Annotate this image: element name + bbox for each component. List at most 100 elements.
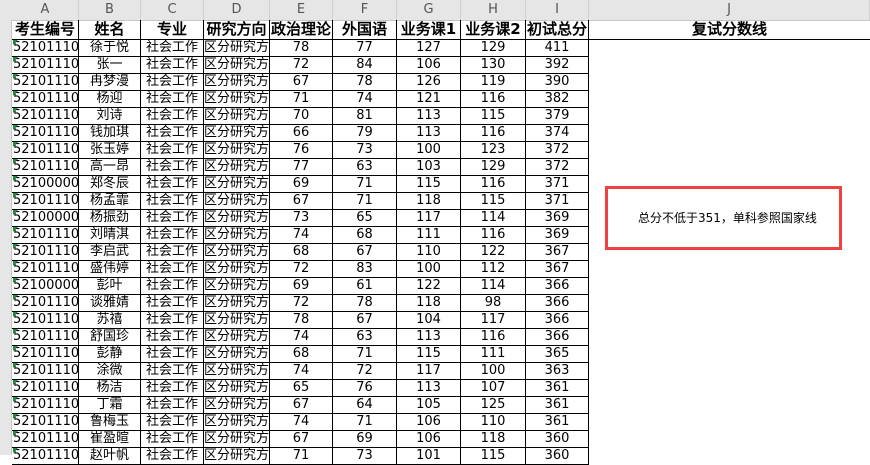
table-cell[interactable]: 106 — [397, 57, 461, 74]
table-cell[interactable]: 鲁梅玉 — [79, 414, 141, 431]
table-cell[interactable]: 社会工作 — [141, 244, 204, 261]
table-cell[interactable]: 冉梦漫 — [79, 74, 141, 91]
table-cell[interactable]: 113 — [397, 329, 461, 346]
table-cell[interactable]: 83 — [333, 261, 397, 278]
table-cell[interactable]: 78 — [333, 295, 397, 312]
table-cell[interactable]: 区分研究方 — [204, 159, 270, 176]
table-cell[interactable]: 521011106 — [12, 431, 79, 448]
table-cell[interactable]: 390 — [526, 74, 589, 91]
column-header-B[interactable]: B — [79, 0, 141, 20]
table-cell[interactable]: 71 — [270, 91, 333, 108]
table-cell[interactable]: 盛伟婷 — [79, 261, 141, 278]
column-header-F[interactable]: F — [333, 0, 397, 20]
table-cell[interactable]: 107 — [461, 380, 526, 397]
table-cell[interactable]: 369 — [526, 227, 589, 244]
table-cell[interactable]: 129 — [461, 159, 526, 176]
table-cell[interactable]: 彭静 — [79, 346, 141, 363]
table-cell[interactable]: 彭叶 — [79, 278, 141, 295]
table-cell[interactable]: 78 — [333, 74, 397, 91]
retest-score-line-header[interactable]: 复试分数线 — [589, 20, 870, 40]
table-cell[interactable]: 111 — [461, 346, 526, 363]
table-cell[interactable]: 社会工作 — [141, 448, 204, 465]
table-cell[interactable]: 521011106 — [12, 108, 79, 125]
table-cell[interactable]: 70 — [270, 108, 333, 125]
table-cell[interactable]: 71 — [333, 176, 397, 193]
table-cell[interactable]: 区分研究方 — [204, 261, 270, 278]
table-cell[interactable]: 社会工作 — [141, 397, 204, 414]
table-cell[interactable]: 110 — [397, 244, 461, 261]
table-cell[interactable]: 区分研究方 — [204, 142, 270, 159]
table-cell[interactable]: 77 — [270, 159, 333, 176]
table-cell[interactable]: 社会工作 — [141, 40, 204, 57]
table-cell[interactable]: 105 — [397, 397, 461, 414]
table-cell[interactable]: 123 — [461, 142, 526, 159]
table-cell[interactable]: 521011106 — [12, 346, 79, 363]
table-cell[interactable]: 69 — [270, 278, 333, 295]
table-cell[interactable]: 521011106 — [12, 448, 79, 465]
table-cell[interactable]: 521011106 — [12, 125, 79, 142]
table-cell[interactable]: 74 — [270, 227, 333, 244]
table-cell[interactable]: 区分研究方 — [204, 74, 270, 91]
table-cell[interactable]: 118 — [397, 193, 461, 210]
table-cell[interactable]: 118 — [461, 431, 526, 448]
column-header-E[interactable]: E — [270, 0, 333, 20]
table-cell[interactable]: 361 — [526, 414, 589, 431]
table-cell[interactable]: 113 — [397, 108, 461, 125]
column-header-G[interactable]: G — [397, 0, 461, 20]
table-cell[interactable]: 74 — [270, 363, 333, 380]
table-cell[interactable]: 76 — [270, 142, 333, 159]
table-cell[interactable]: 74 — [270, 414, 333, 431]
table-cell[interactable]: 72 — [270, 261, 333, 278]
table-cell[interactable]: 365 — [526, 346, 589, 363]
table-cell[interactable]: 杨迎 — [79, 91, 141, 108]
table-cell[interactable]: 117 — [397, 210, 461, 227]
table-cell[interactable]: 杨洁 — [79, 380, 141, 397]
table-cell[interactable]: 360 — [526, 448, 589, 465]
table-cell[interactable]: 122 — [461, 244, 526, 261]
table-cell[interactable]: 521011106 — [12, 159, 79, 176]
table-cell[interactable]: 521011106 — [12, 227, 79, 244]
table-cell[interactable]: 521011106 — [12, 397, 79, 414]
table-cell[interactable]: 67 — [333, 244, 397, 261]
table-cell[interactable]: 区分研究方 — [204, 210, 270, 227]
table-cell[interactable]: 崔盈暄 — [79, 431, 141, 448]
table-cell[interactable]: 366 — [526, 329, 589, 346]
table-cell[interactable]: 366 — [526, 278, 589, 295]
table-cell[interactable]: 521011106 — [12, 295, 79, 312]
table-cell[interactable]: 徐于悦 — [79, 40, 141, 57]
table-cell[interactable]: 舒国珍 — [79, 329, 141, 346]
table-cell[interactable]: 社会工作 — [141, 261, 204, 278]
table-cell[interactable]: 379 — [526, 108, 589, 125]
row-number-column[interactable] — [0, 20, 12, 455]
table-cell[interactable]: 366 — [526, 312, 589, 329]
table-cell[interactable]: 126 — [397, 74, 461, 91]
table-cell[interactable]: 127 — [397, 40, 461, 57]
table-cell[interactable]: 521000001 — [12, 210, 79, 227]
table-cell[interactable]: 杨孟霏 — [79, 193, 141, 210]
table-cell[interactable]: 李启武 — [79, 244, 141, 261]
table-cell[interactable]: 68 — [270, 244, 333, 261]
header-cell[interactable]: 业务课1 — [397, 20, 461, 40]
table-cell[interactable]: 116 — [461, 125, 526, 142]
column-header-H[interactable]: H — [461, 0, 526, 20]
table-cell[interactable]: 110 — [461, 414, 526, 431]
table-cell[interactable]: 65 — [270, 380, 333, 397]
table-cell[interactable]: 区分研究方 — [204, 278, 270, 295]
score-line-note[interactable]: 总分不低于351，单科参照国家线 — [605, 186, 842, 250]
table-cell[interactable]: 区分研究方 — [204, 40, 270, 57]
table-cell[interactable]: 社会工作 — [141, 312, 204, 329]
table-cell[interactable]: 125 — [461, 397, 526, 414]
table-cell[interactable]: 66 — [270, 125, 333, 142]
table-cell[interactable]: 72 — [333, 363, 397, 380]
table-cell[interactable]: 116 — [461, 227, 526, 244]
table-cell[interactable]: 区分研究方 — [204, 125, 270, 142]
table-cell[interactable]: 521011106 — [12, 74, 79, 91]
header-cell[interactable]: 政治理论 — [270, 20, 333, 40]
table-cell[interactable]: 73 — [333, 142, 397, 159]
table-cell[interactable]: 521011106 — [12, 57, 79, 74]
table-cell[interactable]: 72 — [270, 295, 333, 312]
table-cell[interactable]: 411 — [526, 40, 589, 57]
table-cell[interactable]: 区分研究方 — [204, 244, 270, 261]
table-cell[interactable]: 71 — [270, 448, 333, 465]
table-cell[interactable]: 社会工作 — [141, 108, 204, 125]
